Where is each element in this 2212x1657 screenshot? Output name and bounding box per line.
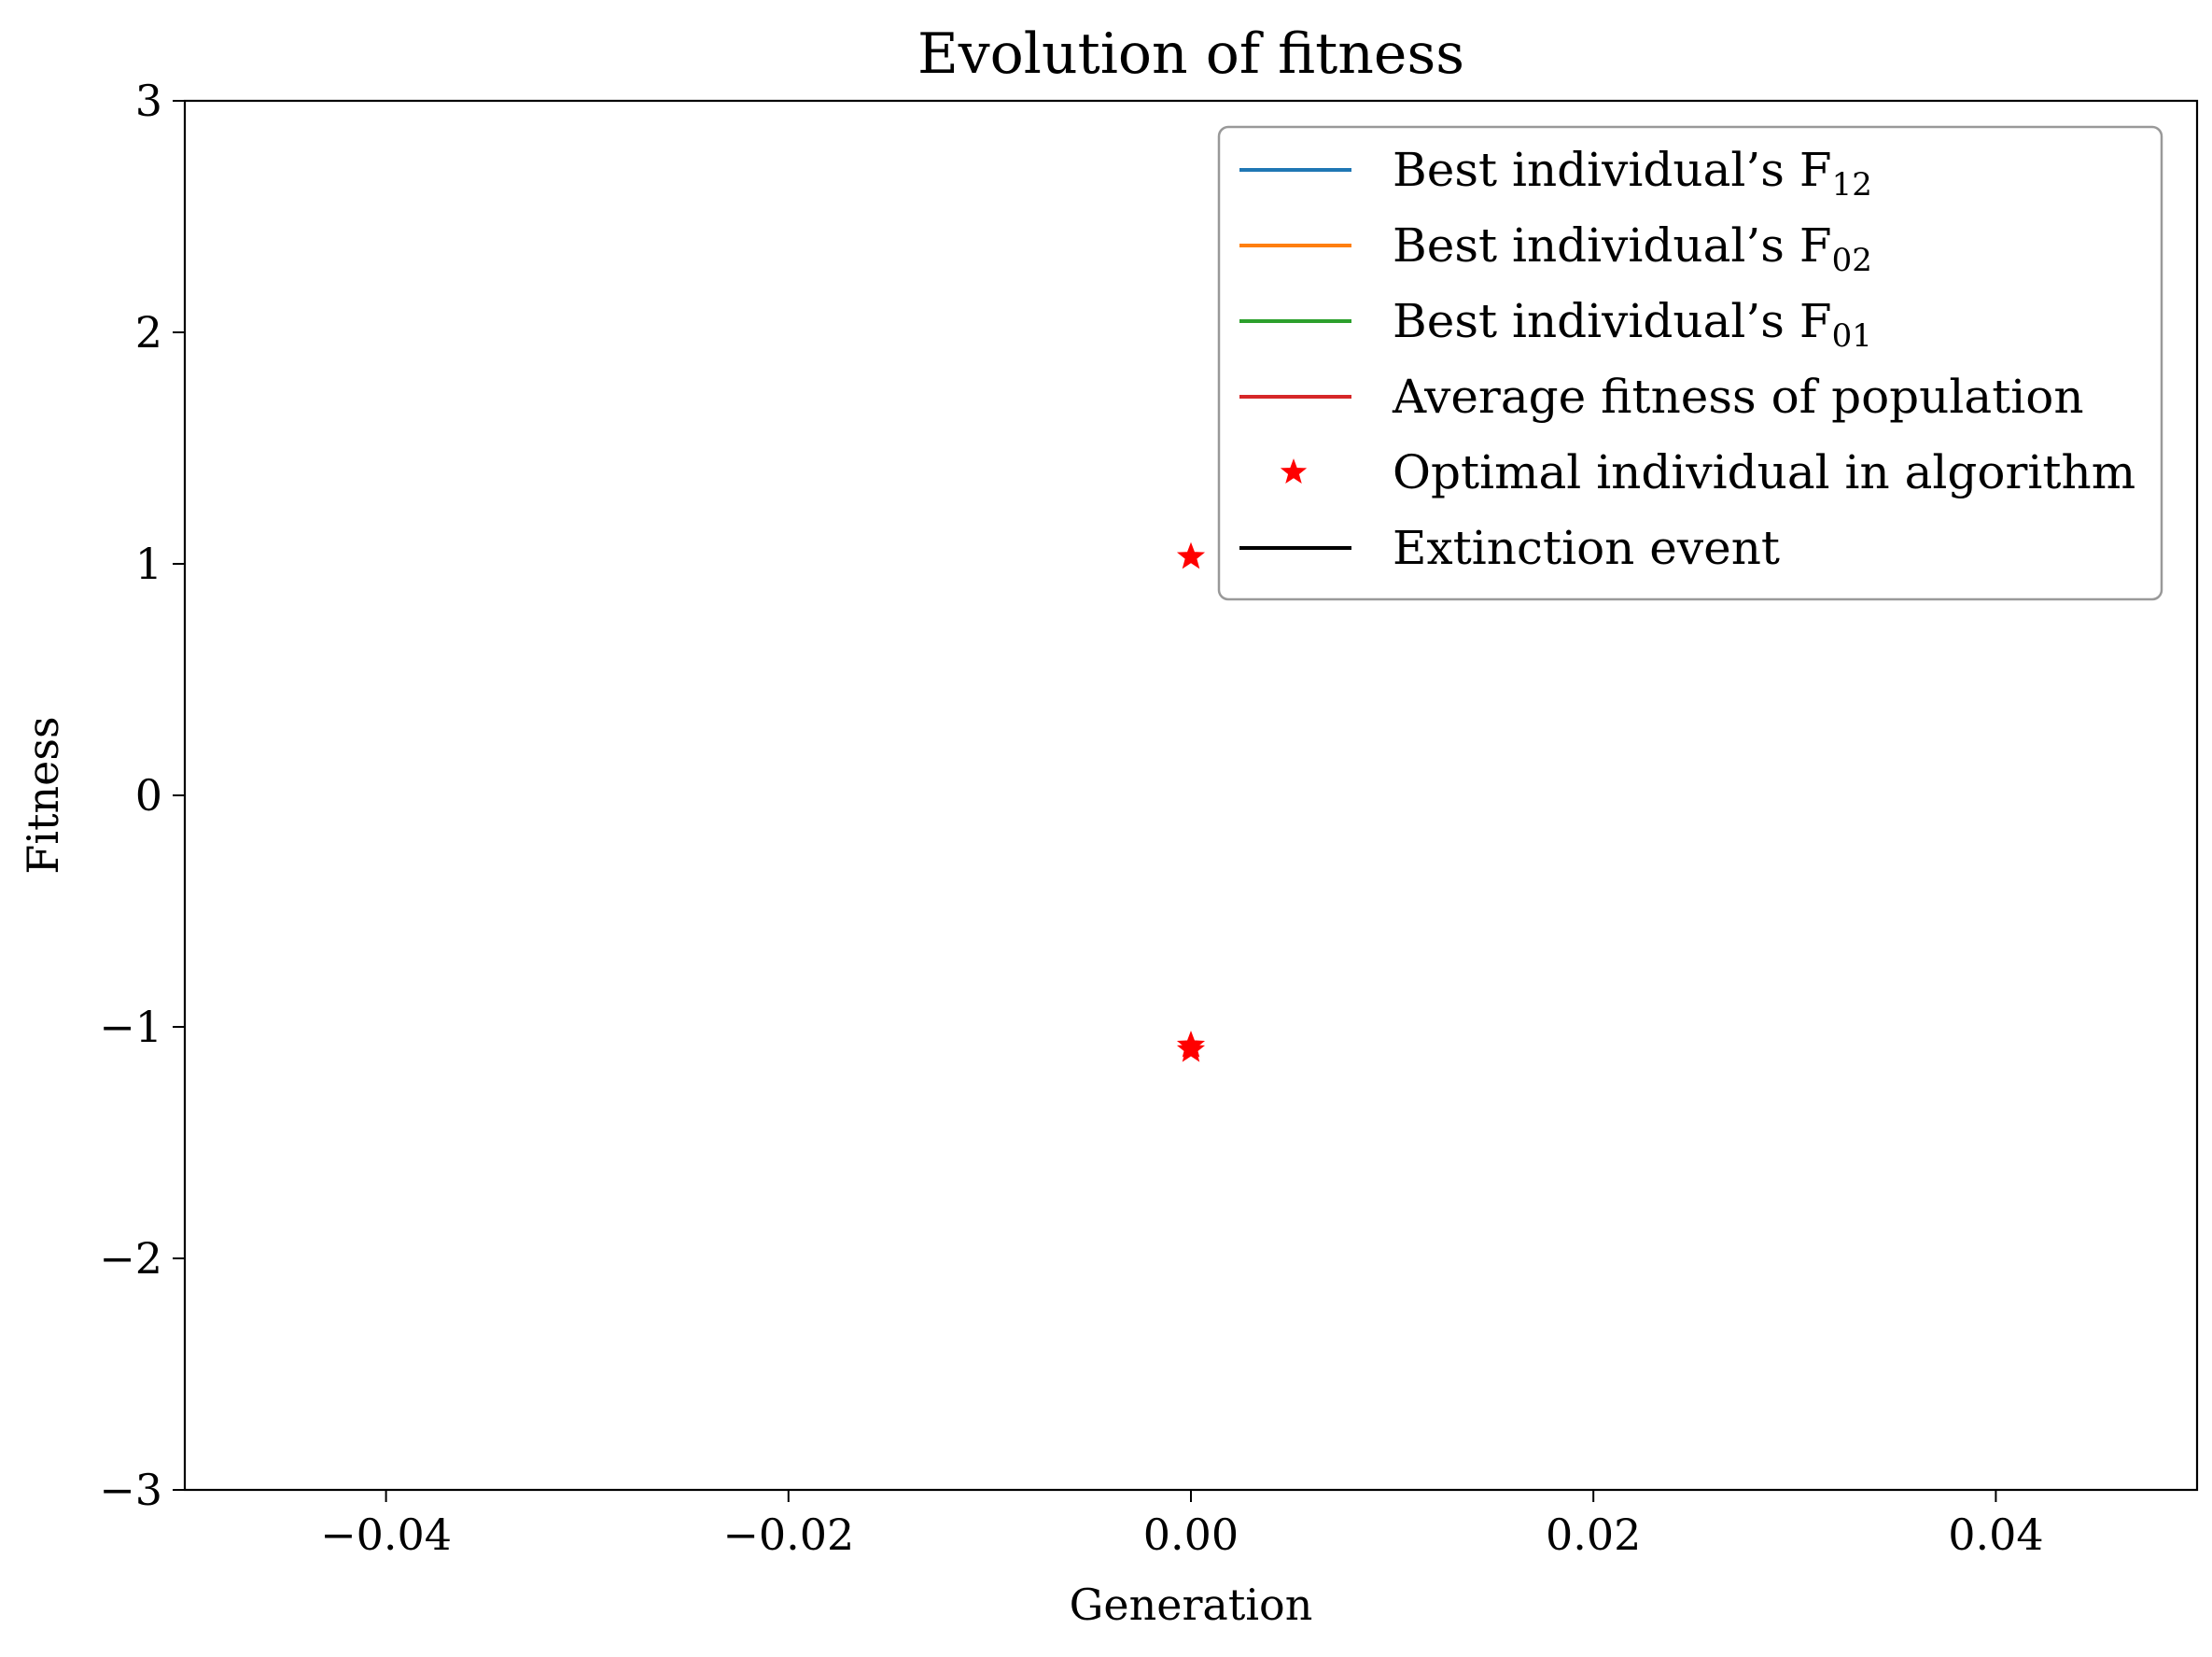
x-tick-label: −0.02	[722, 1510, 854, 1560]
y-tick-label: −1	[99, 1002, 162, 1052]
x-tick-label: 0.04	[1948, 1510, 2043, 1560]
y-tick-label: 1	[135, 539, 162, 589]
legend-label: Best individual’s F12	[1393, 143, 1872, 204]
x-axis-label: Generation	[1070, 1580, 1313, 1630]
optimal-individual-marker	[1176, 1034, 1206, 1062]
x-tick-label: 0.00	[1143, 1510, 1239, 1560]
legend-label-subscript: 01	[1832, 317, 1872, 355]
legend-box	[1217, 125, 2163, 601]
y-tick-label: 3	[135, 76, 162, 126]
plot-area: −0.04 −0.02 0.00 0.02 0.04 3 2 1 0 −1 −2 −3	[99, 76, 2199, 1560]
chart-title: Evolution of fitness	[917, 21, 1464, 87]
legend-label: Average fitness of population	[1392, 370, 2084, 424]
legend-label: Extinction event	[1393, 521, 1780, 575]
legend-label-subscript: 02	[1832, 242, 1872, 279]
legend: Best individual’s F12 Best individual’s F…	[1217, 125, 2163, 601]
legend-label: Best individual’s F01	[1393, 294, 1872, 355]
x-tick-label: −0.04	[320, 1510, 452, 1560]
legend-marker-star	[1280, 458, 1308, 484]
optimal-individual-marker	[1176, 541, 1206, 569]
legend-label-subscript: 12	[1832, 166, 1872, 204]
y-tick-label: −3	[99, 1465, 162, 1515]
x-tick-label: 0.02	[1546, 1510, 1641, 1560]
legend-label: Best individual’s F02	[1393, 218, 1872, 279]
y-tick-label: −2	[99, 1233, 162, 1284]
y-tick-label: 2	[135, 307, 162, 358]
legend-label: Optimal individual in algorithm	[1393, 445, 2135, 499]
y-tick-label: 0	[135, 770, 162, 821]
y-axis-label: Fitness	[18, 716, 68, 874]
